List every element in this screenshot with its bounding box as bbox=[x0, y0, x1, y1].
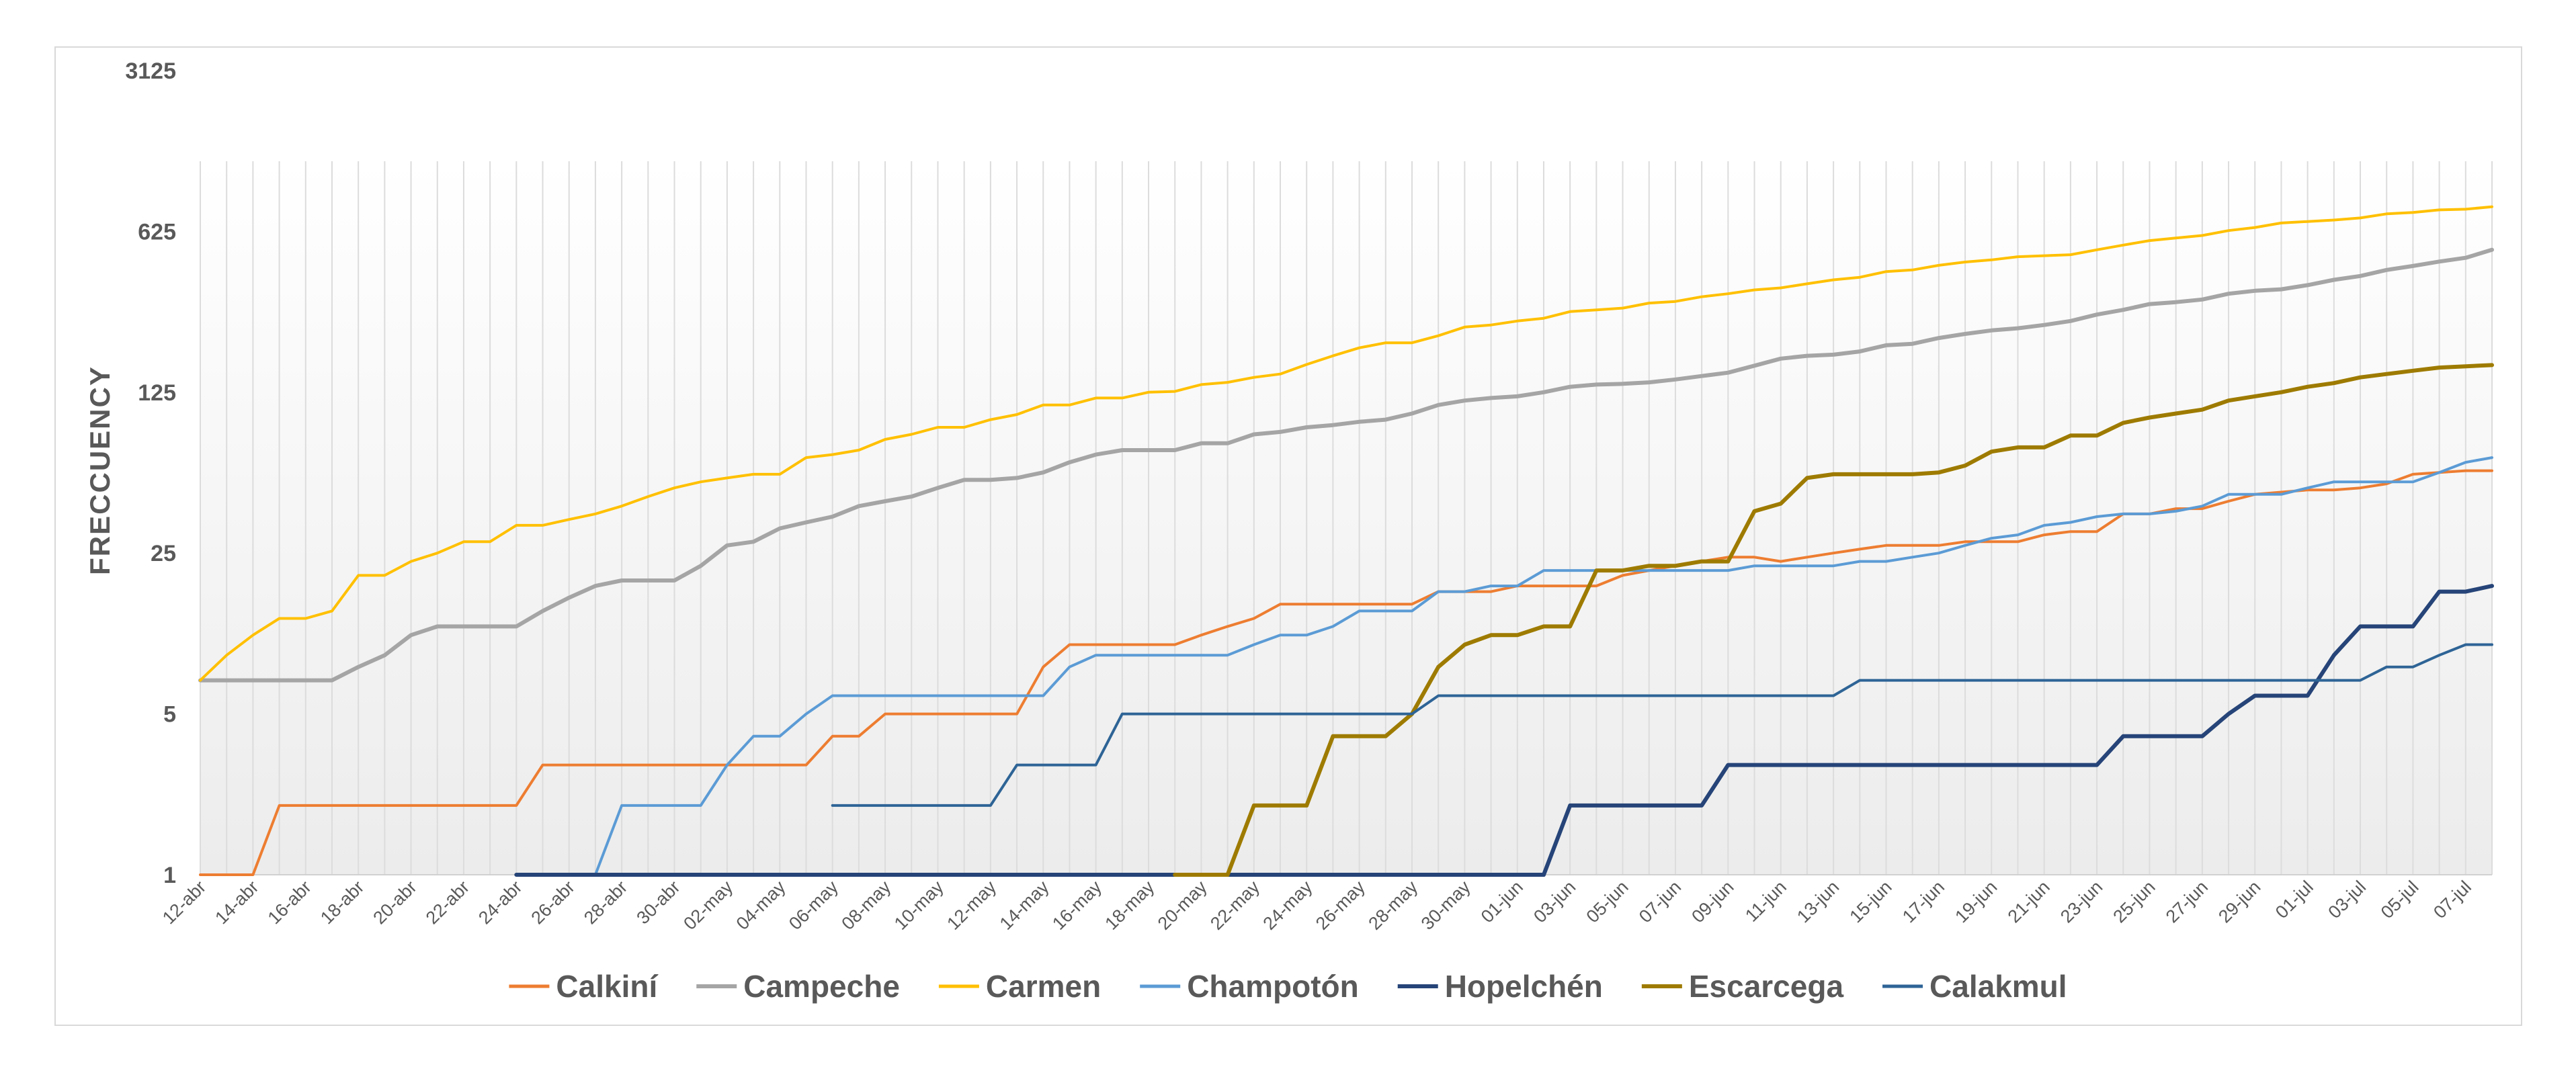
y-tick-label: 125 bbox=[138, 380, 176, 406]
y-tick-label: 625 bbox=[138, 219, 176, 245]
legend-label: Escarcega bbox=[1689, 969, 1844, 1004]
series-line bbox=[515, 456, 2493, 876]
y-axis-ticks: 1 5 25 125 625 3125 bbox=[125, 58, 176, 888]
grid-lines bbox=[200, 161, 2493, 875]
legend-item: Campeche bbox=[696, 969, 900, 1004]
legend-label: Calkiní bbox=[556, 969, 659, 1004]
series-line bbox=[1173, 363, 2494, 877]
legend-item: Calkiní bbox=[509, 969, 659, 1004]
legend-item: Champotón bbox=[1140, 969, 1359, 1004]
legend-label: Campeche bbox=[743, 969, 900, 1004]
legend-label: Champotón bbox=[1187, 969, 1359, 1004]
plot-area-background bbox=[200, 161, 2492, 875]
legend: Calkiní Campeche Carmen Champotón Hopelchén E… bbox=[509, 969, 2067, 1004]
legend-item: Escarcega bbox=[1641, 969, 1844, 1004]
series-line bbox=[198, 247, 2494, 683]
legend-item: Calakmul bbox=[1882, 969, 2067, 1004]
y-tick-label: 3125 bbox=[125, 58, 176, 84]
series-line bbox=[199, 205, 2493, 682]
legend-item: Carmen bbox=[938, 969, 1101, 1004]
series-line bbox=[199, 469, 2493, 876]
y-tick-label: 25 bbox=[151, 541, 176, 566]
series-lines bbox=[198, 205, 2494, 877]
series-line bbox=[514, 584, 2494, 877]
legend-item: Hopelchén bbox=[1397, 969, 1603, 1004]
y-tick-label: 5 bbox=[163, 702, 176, 728]
y-tick-label: 1 bbox=[163, 863, 176, 888]
series-line bbox=[831, 643, 2493, 807]
y-axis-title: FRECCUENCY bbox=[84, 365, 116, 575]
legend-label: Hopelchén bbox=[1445, 969, 1603, 1004]
legend-label: Calakmul bbox=[1929, 969, 2067, 1004]
legend-label: Carmen bbox=[986, 969, 1101, 1004]
